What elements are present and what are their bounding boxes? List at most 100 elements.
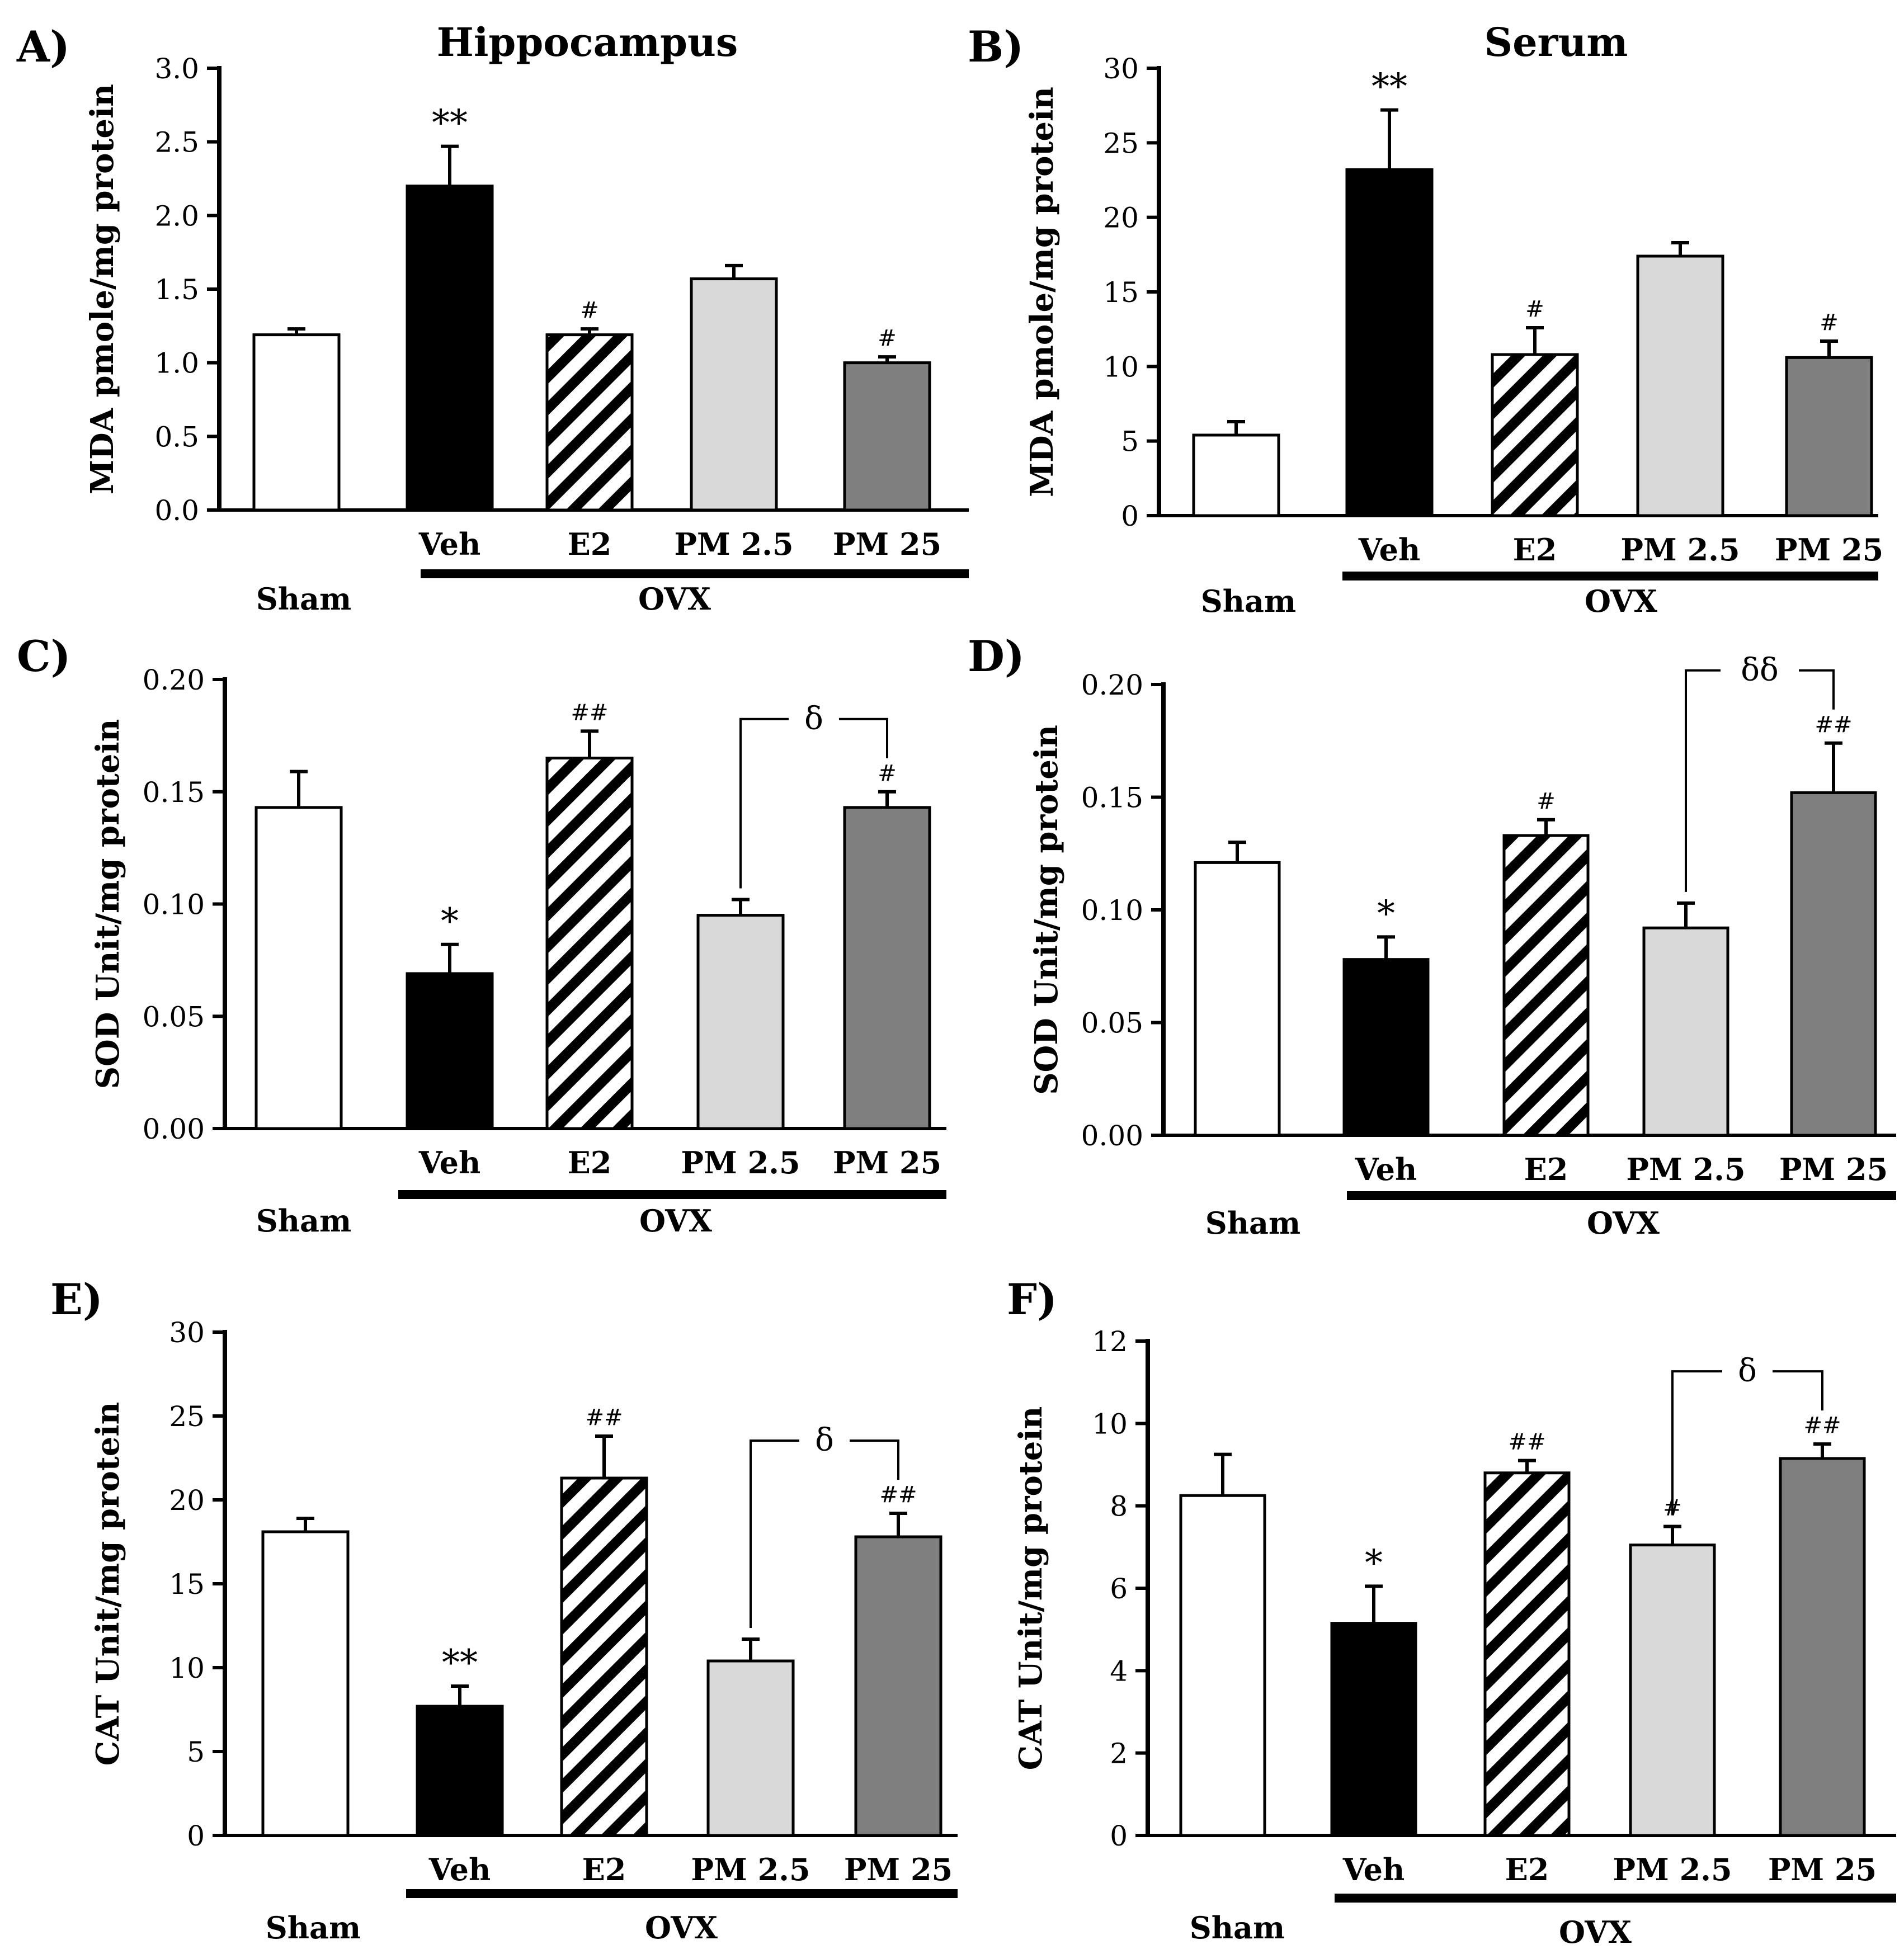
panel-label: B) [968,22,1024,72]
panel-label: A) [16,22,70,72]
ovx-group-bar [1342,572,1878,580]
x-tick-label: PM 2.5 [1613,1852,1732,1887]
significance-label: * [441,901,459,942]
y-tick-label: 5 [1121,426,1139,458]
bar-e2 [1491,353,1579,517]
bar-pm-2.5 [1642,926,1729,1137]
bar-e2 [545,333,634,512]
y-tick-label: 0.05 [1081,1007,1143,1040]
y-tick-label: 12 [1092,1325,1128,1358]
x-tick-label: E2 [1505,1852,1549,1887]
y-tick-label: 0.15 [143,776,205,809]
bar-pm-25 [1779,1457,1866,1837]
y-tick-label: 3.0 [154,53,199,85]
comparison-label: δ [804,701,823,737]
x-tick-label: PM 25 [844,1852,953,1887]
significance-label: * [1365,1542,1383,1584]
bar-sham [1179,1494,1266,1837]
comparison-bracket [1773,1370,1823,1411]
x-tick-label: PM 2.5 [674,526,793,562]
sham-label: Sham [256,581,351,617]
ovx-group-bar [398,1190,946,1199]
x-tick-label: Veh [1358,532,1421,568]
bar-sham [1194,861,1281,1137]
chart-panel-4: E) 0 5 10 15 20 25 30 CAT Unit/mg protein ** Veh ##… [50,1275,958,1946]
chart-title: Serum [1484,19,1628,65]
bar-sham [1192,433,1280,517]
y-tick-label: 25 [1103,127,1139,159]
significance-label: # [878,761,897,786]
y-tick-label: 30 [1103,53,1139,85]
comparison-bracket [739,718,789,889]
comparison-label: δ [815,1422,834,1459]
bar-pm-25 [1790,791,1877,1137]
bar-e2 [545,757,634,1130]
comparison-bracket [1671,1370,1722,1516]
y-tick-label: 6 [1110,1573,1128,1605]
x-tick-label: E2 [1513,532,1557,568]
x-tick-label: PM 2.5 [1626,1151,1745,1187]
y-tick-label: 0.20 [1081,669,1143,701]
chart-panel-3: D) 0.00 0.05 0.10 0.15 0.20 SOD Unit/mg protei… [968,631,1896,1241]
y-tick-label: 0.10 [1081,894,1143,927]
y-tick-label: 0.10 [143,889,205,921]
significance-label: ** [442,1643,478,1684]
y-axis-label: SOD Unit/mg protein [1028,725,1065,1095]
panel-label: F) [1007,1275,1057,1324]
comparison-bracket [750,1439,799,1628]
significance-label: # [1537,789,1556,814]
ovx-group-bar [1347,1191,1896,1200]
y-tick-label: 0.20 [143,664,205,696]
y-tick-label: 2.0 [154,200,199,232]
y-tick-label: 0.05 [143,1000,205,1033]
ovx-label: OVX [1559,1914,1632,1950]
bar-pm-25 [843,361,931,512]
x-tick-label: E2 [568,526,612,562]
significance-label: ## [1815,712,1852,738]
significance-label: # [1525,296,1544,322]
ovx-label: OVX [639,1203,712,1239]
x-tick-label: E2 [568,1145,612,1181]
ovx-group-bar [406,1889,958,1898]
significance-label: # [580,298,599,323]
y-tick-label: 10 [1103,351,1139,383]
bar-pm-2.5 [690,277,778,512]
y-tick-label: 0 [1110,1820,1128,1852]
significance-label: # [878,325,897,351]
significance-label: * [1377,893,1395,934]
bar-e2 [1502,834,1590,1137]
significance-label: ** [432,103,468,144]
sham-label: Sham [1190,1910,1285,1946]
panels-container: A) Hippocampus 0.0 0.5 1.0 1.5 2.0 2.5 3.0 MDA pm… [16,19,1896,1950]
significance-label: ## [1508,1429,1545,1455]
bar-veh [416,1705,504,1837]
x-tick-label: Veh [1355,1151,1417,1187]
y-tick-label: 1.5 [154,273,199,306]
x-tick-label: Veh [428,1852,491,1887]
comparison-bracket [839,718,888,758]
y-tick-label: 0.00 [143,1113,205,1145]
y-tick-label: 20 [1103,202,1139,234]
y-tick-label: 0.15 [1081,782,1143,814]
significance-label: ## [585,1405,623,1431]
y-tick-label: 25 [169,1400,205,1433]
y-tick-label: 5 [187,1736,205,1768]
y-tick-label: 15 [169,1568,205,1601]
bar-e2 [1483,1471,1571,1837]
ovx-label: OVX [638,581,711,617]
ovx-label: OVX [1587,1205,1660,1241]
panel-label: D) [968,631,1025,681]
y-axis-label: CAT Unit/mg protein [89,1402,126,1766]
y-tick-label: 4 [1110,1655,1128,1687]
x-tick-label: PM 25 [1775,532,1883,568]
ovx-group-bar [421,569,969,578]
y-tick-label: 1.0 [154,347,199,380]
bar-veh [1330,1622,1417,1837]
bar-pm-2.5 [1629,1544,1716,1837]
bar-sham [255,806,343,1130]
x-tick-label: PM 25 [1768,1852,1877,1887]
y-tick-label: 10 [169,1652,205,1684]
y-tick-label: 0 [1121,500,1139,532]
bar-sham [252,333,341,512]
